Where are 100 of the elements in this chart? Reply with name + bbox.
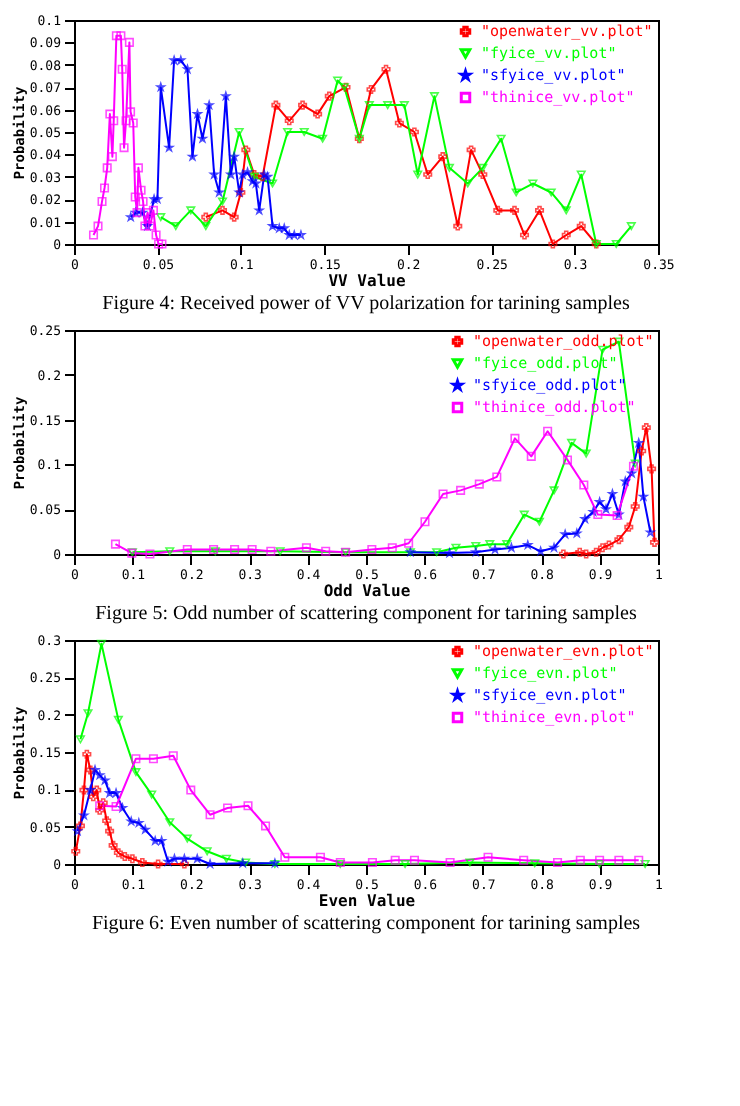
point: [111, 788, 121, 797]
point: [131, 754, 141, 764]
point: [637, 446, 647, 456]
point: [400, 859, 410, 869]
point: [575, 547, 585, 557]
point: [321, 546, 331, 556]
point: [79, 785, 89, 795]
point: [558, 549, 568, 559]
point: [420, 517, 430, 527]
point: [71, 846, 81, 856]
point: [474, 479, 484, 489]
point: [280, 852, 290, 862]
point: [229, 212, 239, 222]
point: [549, 486, 559, 495]
point: [367, 544, 377, 555]
point: [604, 540, 614, 550]
point: [88, 230, 99, 240]
point: [105, 109, 115, 119]
point: [641, 423, 651, 433]
point: [217, 205, 228, 215]
point: [111, 31, 121, 41]
point: [165, 818, 175, 827]
point: [230, 544, 240, 555]
x-axis-title: VV Value: [328, 272, 406, 290]
point: [581, 449, 591, 458]
point: [485, 540, 495, 549]
point: [138, 196, 148, 206]
point: [121, 116, 131, 126]
point: [526, 451, 536, 461]
point: [93, 221, 103, 231]
point: [179, 859, 189, 869]
point: [133, 163, 143, 173]
line-series: [88, 31, 167, 249]
point: [364, 101, 374, 110]
point: [614, 855, 624, 865]
point: [534, 205, 545, 215]
point: [284, 116, 294, 126]
point: [289, 230, 299, 239]
point: [75, 821, 85, 831]
point: [156, 82, 166, 92]
point: [124, 37, 134, 47]
point: [182, 834, 192, 843]
point: [647, 464, 657, 474]
point: [543, 426, 553, 436]
point: [444, 163, 454, 172]
point: [168, 751, 178, 761]
point: [120, 851, 130, 862]
point: [315, 852, 325, 862]
line-series: [126, 55, 306, 239]
point: [251, 178, 261, 188]
point: [438, 152, 448, 162]
point: [581, 549, 591, 559]
point: [591, 547, 601, 557]
point: [223, 803, 233, 813]
point: [640, 859, 650, 869]
point: [202, 847, 212, 856]
point: [575, 855, 585, 865]
line-series: [558, 423, 660, 559]
point: [432, 548, 442, 557]
point: [204, 100, 214, 109]
point: [182, 544, 192, 555]
point: [165, 547, 175, 556]
point: [634, 855, 644, 865]
point: [186, 785, 196, 795]
point: [649, 537, 660, 547]
point: [534, 517, 544, 526]
line-series: [110, 426, 639, 559]
point: [108, 840, 118, 850]
point: [509, 205, 520, 215]
point: [97, 196, 107, 206]
point: [597, 543, 608, 553]
point: [519, 510, 529, 519]
point: [171, 222, 181, 231]
point: [471, 541, 481, 550]
point: [381, 64, 391, 74]
point: [510, 433, 520, 443]
point: [217, 197, 228, 206]
point: [100, 775, 110, 785]
point: [148, 205, 158, 215]
point: [404, 538, 414, 548]
point: [102, 163, 112, 173]
point: [107, 152, 117, 162]
point: [137, 857, 147, 868]
point: [274, 223, 284, 233]
point: [153, 859, 163, 869]
point: [279, 223, 289, 233]
point: [553, 857, 563, 868]
point: [201, 212, 211, 222]
point: [333, 76, 343, 85]
point: [105, 826, 115, 836]
point: [136, 185, 146, 195]
point: [409, 127, 419, 137]
point: [143, 208, 153, 218]
point: [261, 821, 271, 831]
point: [576, 221, 586, 231]
point: [624, 522, 634, 532]
point: [82, 749, 92, 759]
point: [627, 468, 637, 478]
point: [463, 179, 473, 188]
point: [492, 472, 502, 482]
